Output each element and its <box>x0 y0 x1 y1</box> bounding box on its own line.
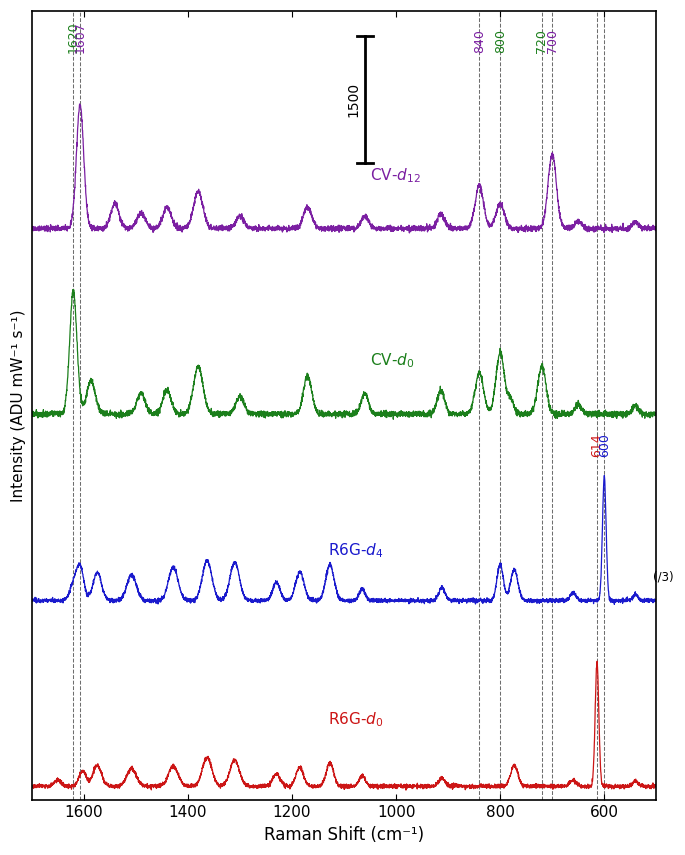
Text: R6G-$d_{4}$: R6G-$d_{4}$ <box>328 542 384 560</box>
Text: CV-$d_{0}$: CV-$d_{0}$ <box>370 351 414 370</box>
Text: 1620: 1620 <box>67 21 80 53</box>
Text: 1500: 1500 <box>347 82 360 117</box>
Y-axis label: Intensity (ADU mW⁻¹ s⁻¹): Intensity (ADU mW⁻¹ s⁻¹) <box>11 310 26 502</box>
Text: 614: 614 <box>590 433 603 457</box>
Text: 720: 720 <box>536 29 548 53</box>
Text: 700: 700 <box>546 29 559 53</box>
Text: CV-$d_{12}$: CV-$d_{12}$ <box>370 166 421 185</box>
X-axis label: Raman Shift (cm⁻¹): Raman Shift (cm⁻¹) <box>264 826 424 844</box>
Text: (/3): (/3) <box>653 570 673 583</box>
Text: 1607: 1607 <box>73 21 86 53</box>
Text: 800: 800 <box>494 29 507 53</box>
Text: R6G-$d_{0}$: R6G-$d_{0}$ <box>328 711 384 729</box>
Text: 840: 840 <box>473 29 486 53</box>
Text: 600: 600 <box>598 433 611 457</box>
